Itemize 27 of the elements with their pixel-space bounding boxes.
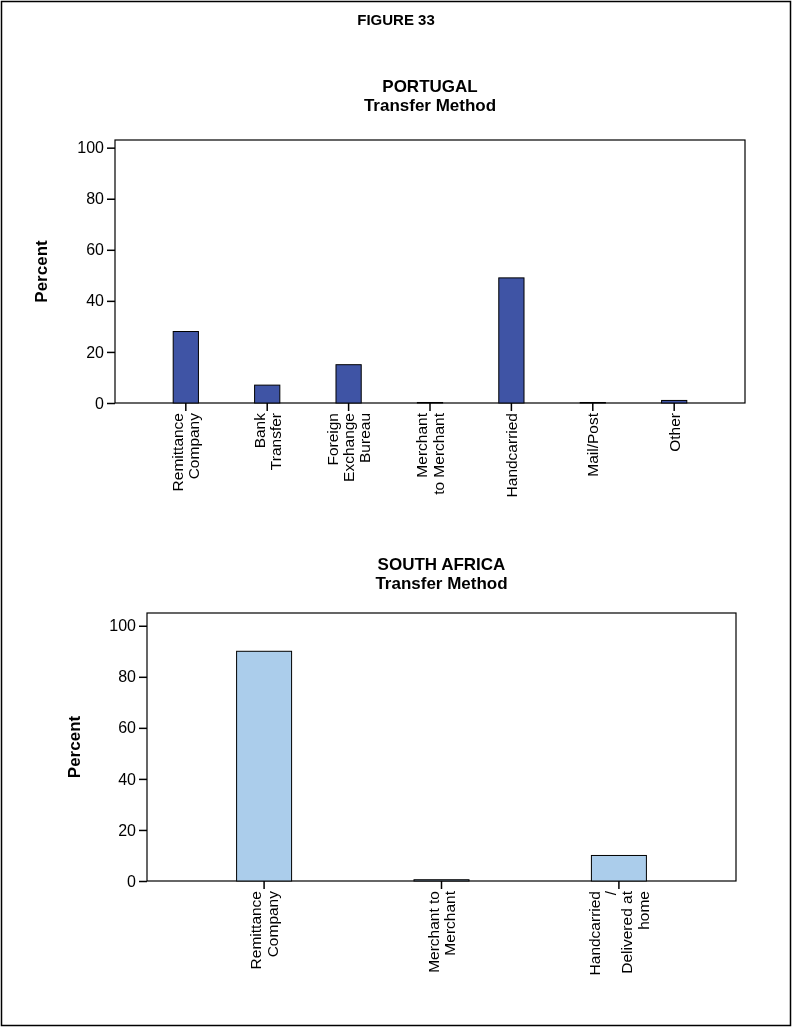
y-tick-label: 80 — [86, 190, 105, 208]
y-tick-label: 40 — [86, 292, 105, 310]
chart-title: PORTUGAL Transfer Method — [363, 77, 497, 115]
y-axis-title: Percent — [65, 715, 84, 779]
y-tick-label: 80 — [118, 668, 137, 686]
x-tick-label: Remittance Company — [169, 412, 203, 492]
y-tick-label: 100 — [109, 617, 137, 635]
x-tick-label: Merchant to Merchant — [424, 890, 459, 973]
y-tick-label: 20 — [86, 343, 105, 361]
y-tick-label: 60 — [86, 241, 105, 259]
y-tick-label: 0 — [127, 872, 137, 890]
y-tick-label: 0 — [95, 394, 105, 412]
x-tick-label: Mail/Post — [584, 412, 602, 477]
y-tick-label: 100 — [77, 139, 105, 157]
x-tick-label: Handcarried — [502, 413, 520, 498]
y-tick-label: 20 — [118, 821, 137, 839]
x-tick-label: Foreign Exchange Bureau — [323, 413, 374, 482]
y-tick-label: 40 — [118, 770, 137, 788]
x-tick-label: Merchant to Merchant — [413, 412, 447, 495]
caption: FIGURE 33 — [357, 11, 435, 28]
y-axis-title: Percent — [32, 239, 51, 303]
x-tick-label: Bank Transfer — [250, 412, 284, 471]
x-tick-label: Other — [665, 413, 683, 452]
chart-title: SOUTH AFRICA Transfer Method — [375, 555, 508, 593]
y-tick-label: 60 — [118, 719, 137, 737]
x-tick-label: Handcarried / Delivered at home — [585, 890, 652, 976]
x-tick-label: Remittance Company — [247, 890, 281, 970]
